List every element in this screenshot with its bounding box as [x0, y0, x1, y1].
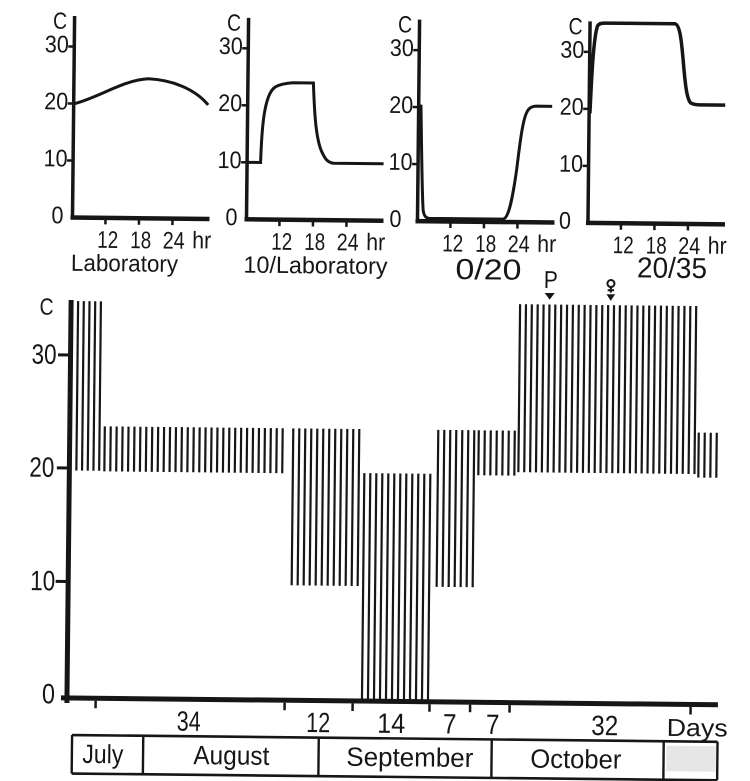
svg-text:18: 18 — [130, 227, 151, 254]
svg-text:hr: hr — [537, 231, 556, 258]
svg-text:10: 10 — [217, 147, 241, 174]
svg-text:10/Laboratory: 10/Laboratory — [243, 252, 387, 280]
svg-text:20: 20 — [389, 92, 413, 119]
svg-text:30: 30 — [31, 339, 56, 370]
svg-text:C: C — [39, 294, 53, 320]
svg-text:30: 30 — [560, 37, 584, 64]
svg-text:18: 18 — [646, 233, 667, 260]
svg-text:0/20: 0/20 — [455, 254, 521, 287]
svg-text:0: 0 — [42, 678, 55, 709]
svg-text:20: 20 — [560, 94, 584, 121]
svg-text:20: 20 — [29, 452, 54, 483]
svg-text:12: 12 — [442, 230, 463, 257]
svg-text:20: 20 — [218, 90, 242, 117]
svg-text:20/35: 20/35 — [637, 252, 707, 285]
svg-text:August: August — [193, 740, 270, 771]
svg-text:C: C — [53, 8, 67, 34]
svg-text:12: 12 — [271, 229, 292, 256]
svg-text:C: C — [568, 13, 582, 39]
svg-text:C: C — [227, 10, 241, 36]
svg-text:12: 12 — [97, 227, 118, 254]
svg-text:10: 10 — [559, 151, 583, 178]
svg-text:0: 0 — [559, 208, 571, 235]
svg-text:0: 0 — [225, 204, 237, 231]
svg-text:0: 0 — [389, 206, 401, 233]
svg-text:30: 30 — [219, 33, 243, 60]
svg-text:14: 14 — [377, 708, 405, 739]
svg-text:Laboratory: Laboratory — [71, 250, 178, 277]
svg-text:24: 24 — [508, 231, 530, 258]
svg-text:20: 20 — [44, 88, 68, 115]
svg-text:24: 24 — [163, 227, 185, 254]
svg-text:September: September — [346, 742, 473, 773]
svg-text:18: 18 — [304, 229, 325, 256]
svg-text:7: 7 — [486, 709, 500, 740]
svg-text:P: P — [544, 267, 558, 294]
svg-text:October: October — [530, 744, 621, 775]
svg-text:7: 7 — [443, 708, 457, 739]
svg-text:hr: hr — [366, 229, 385, 256]
svg-text:18: 18 — [475, 231, 496, 258]
svg-text:C: C — [398, 11, 412, 37]
svg-text:30: 30 — [45, 31, 69, 58]
svg-text:34: 34 — [177, 706, 201, 737]
svg-text:32: 32 — [591, 710, 618, 741]
svg-text:30: 30 — [390, 35, 414, 62]
svg-text:24: 24 — [678, 233, 700, 260]
svg-text:10: 10 — [43, 145, 67, 172]
svg-text:10: 10 — [388, 149, 412, 176]
svg-text:Days: Days — [667, 715, 728, 743]
svg-text:July: July — [82, 739, 124, 769]
svg-text:12: 12 — [613, 232, 634, 259]
svg-text:10: 10 — [30, 565, 55, 596]
svg-text:0: 0 — [51, 202, 63, 229]
svg-text:hr: hr — [708, 233, 727, 260]
svg-text:12: 12 — [306, 707, 330, 738]
svg-text:24: 24 — [337, 229, 359, 256]
svg-text:hr: hr — [192, 227, 211, 254]
